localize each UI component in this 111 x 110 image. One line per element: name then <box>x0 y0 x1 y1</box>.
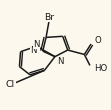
Text: N: N <box>57 57 64 66</box>
Text: Br: Br <box>44 13 55 22</box>
Text: O: O <box>94 36 101 45</box>
Text: N: N <box>33 39 40 49</box>
Text: Cl: Cl <box>6 80 15 89</box>
Text: N: N <box>30 46 37 55</box>
Text: HO: HO <box>94 64 107 73</box>
